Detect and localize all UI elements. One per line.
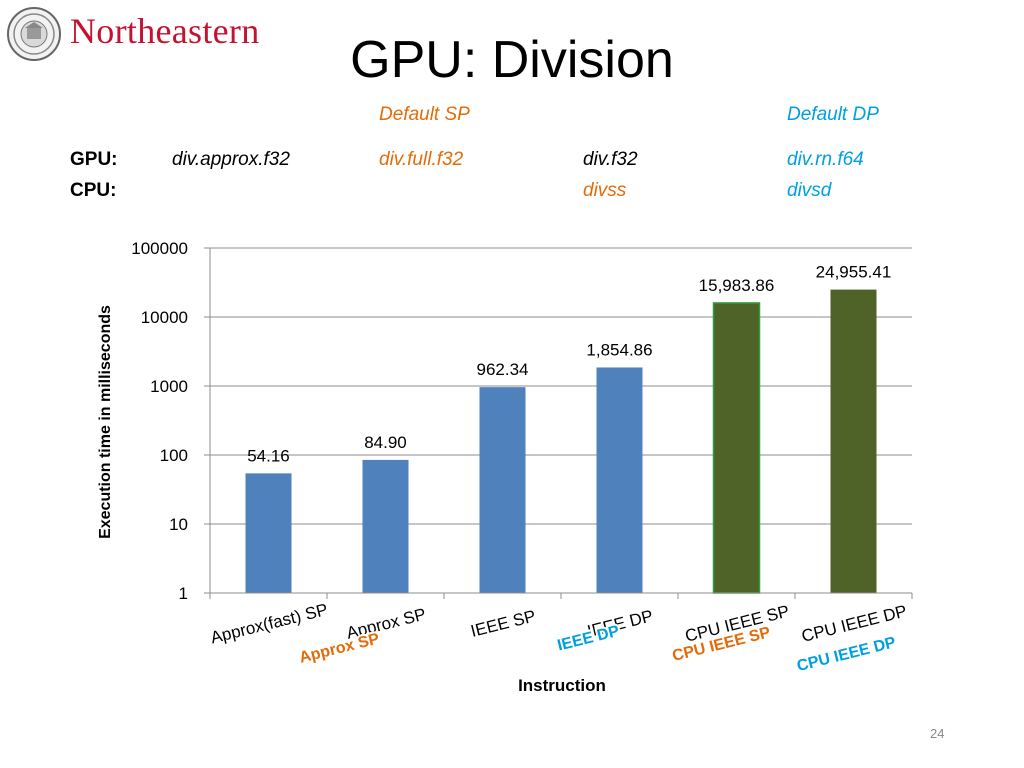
gpu-instr-f32: div.f32 <box>583 149 638 170</box>
y-axis-title: Execution time in milliseconds <box>97 305 114 539</box>
y-tick-label: 100 <box>160 446 188 465</box>
bar-cpu-ieee-dp <box>830 289 877 593</box>
data-label: 24,955.41 <box>816 263 892 282</box>
data-label: 84.90 <box>364 433 407 452</box>
category-label: Approx(fast) SP <box>209 600 330 647</box>
bar-cpu-ieee-sp <box>712 302 761 594</box>
gpu-instr-full: div.full.f32 <box>379 149 464 170</box>
university-seal-logo <box>7 7 61 61</box>
slide-title: GPU: Division <box>350 31 674 89</box>
y-tick-label: 10000 <box>141 308 188 327</box>
y-tick-label: 1 <box>179 584 188 603</box>
bar-ieee-dp <box>596 367 643 593</box>
bar-approx-sp <box>362 459 409 593</box>
gpu-instr-f64: div.rn.f64 <box>787 149 864 170</box>
cpu-instr-divss: divss <box>583 180 627 201</box>
gpu-instr-approx: div.approx.f32 <box>172 149 290 170</box>
y-tick-label: 1000 <box>150 377 188 396</box>
data-label: 15,983.86 <box>699 276 775 295</box>
overlay-label: Approx SP <box>298 630 382 666</box>
cpu-row-label: CPU: <box>70 180 117 201</box>
gpu-row-label: GPU: <box>70 149 118 170</box>
cpu-instr-divsd: divsd <box>787 180 832 201</box>
bar-ieee-sp <box>479 387 526 593</box>
default-dp-label: Default DP <box>787 104 879 125</box>
data-label: 1,854.86 <box>586 340 652 359</box>
x-axis-title: Instruction <box>518 676 606 695</box>
y-tick-label: 10 <box>169 515 188 534</box>
bar-approx-fast-sp <box>245 473 292 593</box>
category-label: IEEE SP <box>469 606 538 640</box>
data-label: 962.34 <box>477 360 529 379</box>
brand-name: Northeastern <box>70 11 260 51</box>
slide-number: 24 <box>930 726 945 741</box>
y-tick-label: 100000 <box>131 239 188 258</box>
data-label: 54.16 <box>247 446 290 465</box>
default-sp-label: Default SP <box>379 104 470 125</box>
